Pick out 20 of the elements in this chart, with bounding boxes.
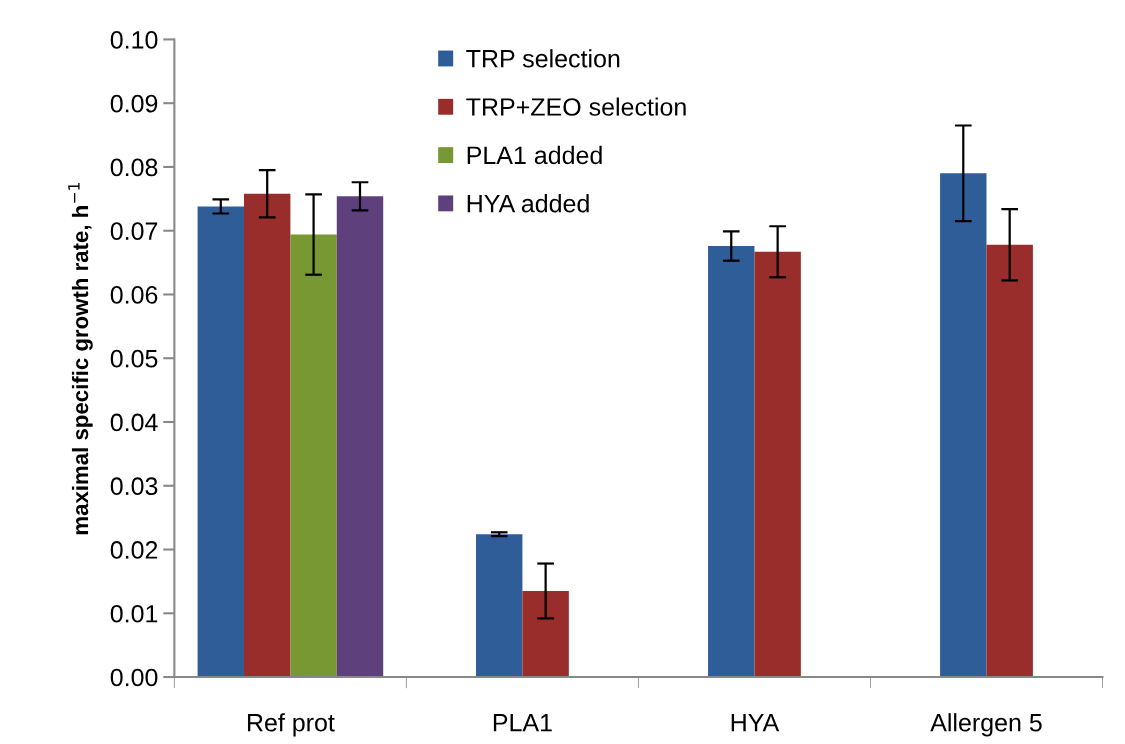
y-tick-label: 0.03 [110, 477, 158, 496]
y-axis-title: maximal specific growth rate, h$^{−1}$ [68, 183, 93, 535]
x-tick-label: Allergen 5 [930, 713, 1042, 737]
legend-label: TRP selection [466, 49, 620, 68]
y-tick-label: 0.10 [110, 31, 158, 49]
x-tick-label: PLA1 [493, 714, 552, 732]
x-tick-label: Ref prot [247, 713, 335, 737]
x-tick-label: HYA [731, 714, 780, 732]
y-tick-label: 0.04 [110, 413, 158, 432]
legend-label: PLA1 added [467, 145, 602, 165]
legend-label: TRP+ZEO selection [466, 97, 686, 116]
y-tick-label: 0.09 [110, 94, 158, 113]
legend-label: HYA added [467, 194, 589, 213]
y-tick-label: 0.00 [110, 668, 158, 687]
y-tick-label: 0.08 [110, 158, 158, 177]
y-tick-label: 0.06 [110, 286, 158, 304]
y-tick-label: 0.07 [110, 222, 158, 241]
y-tick-label: 0.05 [110, 349, 158, 368]
y-tick-label: 0.01 [110, 604, 158, 623]
y-tick-label: 0.02 [110, 541, 158, 559]
